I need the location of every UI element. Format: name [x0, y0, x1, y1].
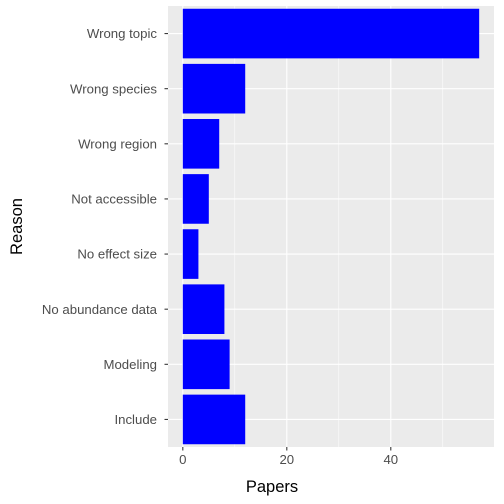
y-tick-label: No effect size [77, 247, 157, 262]
y-tick-label: Wrong species [70, 81, 157, 96]
y-tick-label: No abundance data [42, 302, 158, 317]
x-tick-label: 0 [179, 452, 186, 467]
x-axis: 0 20 40 [179, 447, 398, 467]
bar [182, 284, 225, 334]
bar [182, 339, 230, 390]
bar [182, 8, 480, 59]
x-tick-label: 20 [279, 452, 294, 467]
y-tick-label: Wrong topic [87, 26, 158, 41]
y-axis: Wrong topic Wrong species Wrong region Not … [42, 26, 168, 427]
y-axis-title: Reason [8, 198, 26, 255]
bar [182, 174, 209, 224]
y-tick-label: Wrong region [78, 136, 157, 151]
bar [182, 229, 199, 279]
bar [182, 394, 246, 445]
y-tick-label: Include [114, 412, 157, 427]
x-tick-label: 40 [383, 452, 398, 467]
bars [182, 8, 480, 445]
bar [182, 63, 246, 114]
y-tick-label: Not accessible [71, 192, 157, 207]
x-axis-title: Papers [246, 478, 298, 496]
bar [182, 119, 220, 169]
y-tick-label: Modeling [103, 357, 157, 372]
